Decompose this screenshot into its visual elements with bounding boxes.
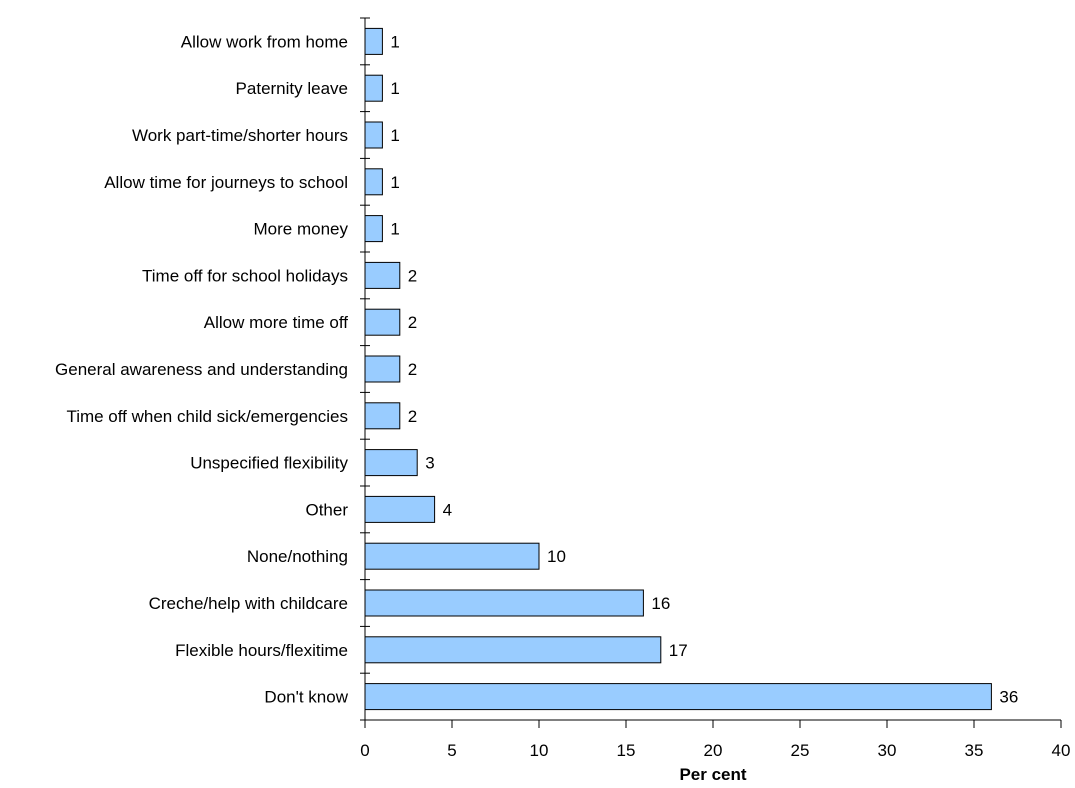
- bar: [364, 589, 644, 617]
- data-label: 1: [390, 79, 399, 98]
- axes-layer: 0 5 10 15 20 25 30 35 40: [360, 17, 1071, 760]
- bars-layer: [364, 27, 992, 711]
- category-label: Allow time for journeys to school: [104, 173, 348, 192]
- bar: [364, 449, 418, 477]
- category-label: Work part-time/shorter hours: [132, 126, 348, 145]
- x-tick-label: 30: [878, 741, 897, 760]
- category-label: Other: [305, 500, 348, 519]
- category-label: General awareness and understanding: [55, 360, 348, 379]
- category-label: Creche/help with childcare: [149, 594, 348, 613]
- data-label: 2: [408, 360, 417, 379]
- bar: [364, 215, 383, 243]
- bar: [364, 636, 662, 664]
- x-tick-label: 40: [1052, 741, 1071, 760]
- bar: [364, 121, 383, 149]
- category-labels-layer: Allow work from home Paternity leave Work …: [55, 32, 349, 706]
- data-label: 4: [443, 500, 452, 519]
- data-label: 2: [408, 313, 417, 332]
- data-labels-layer: 1 1 1 1 1 2 2 2 2 3 4 10 16 17 36: [390, 32, 1018, 706]
- bar: [364, 308, 401, 336]
- category-label: Paternity leave: [236, 79, 348, 98]
- category-label: Unspecified flexibility: [190, 454, 348, 473]
- x-tick-label: 35: [965, 741, 984, 760]
- bar: [364, 27, 383, 55]
- data-label: 2: [408, 266, 417, 285]
- bar: [364, 683, 992, 711]
- data-label: 3: [425, 454, 434, 473]
- data-label: 2: [408, 407, 417, 426]
- x-tick-label: 20: [704, 741, 723, 760]
- bar: [364, 74, 383, 102]
- data-label: 36: [999, 688, 1018, 707]
- bar: [364, 168, 383, 196]
- bar: [364, 355, 401, 383]
- x-tick-label: 5: [447, 741, 456, 760]
- category-label: Don't know: [264, 688, 348, 707]
- bar: [364, 495, 436, 523]
- data-label: 17: [669, 641, 688, 660]
- category-label: Flexible hours/flexitime: [175, 641, 348, 660]
- category-label: None/nothing: [247, 547, 348, 566]
- category-label: Time off for school holidays: [142, 266, 348, 285]
- category-label: Allow more time off: [204, 313, 349, 332]
- x-tick-label: 25: [791, 741, 810, 760]
- x-tick-label: 15: [617, 741, 636, 760]
- data-label: 1: [390, 126, 399, 145]
- data-label: 10: [547, 547, 566, 566]
- category-label: Allow work from home: [181, 32, 348, 51]
- bar: [364, 402, 401, 430]
- data-label: 1: [390, 32, 399, 51]
- data-label: 1: [390, 220, 399, 239]
- bar: [364, 542, 540, 570]
- x-tick-label: 0: [360, 741, 369, 760]
- category-label: More money: [254, 220, 349, 239]
- bar: [364, 261, 401, 289]
- x-tick-label: 10: [530, 741, 549, 760]
- data-label: 1: [390, 173, 399, 192]
- category-label: Time off when child sick/emergencies: [66, 407, 348, 426]
- data-label: 16: [651, 594, 670, 613]
- x-axis-title: Per cent: [679, 765, 746, 783]
